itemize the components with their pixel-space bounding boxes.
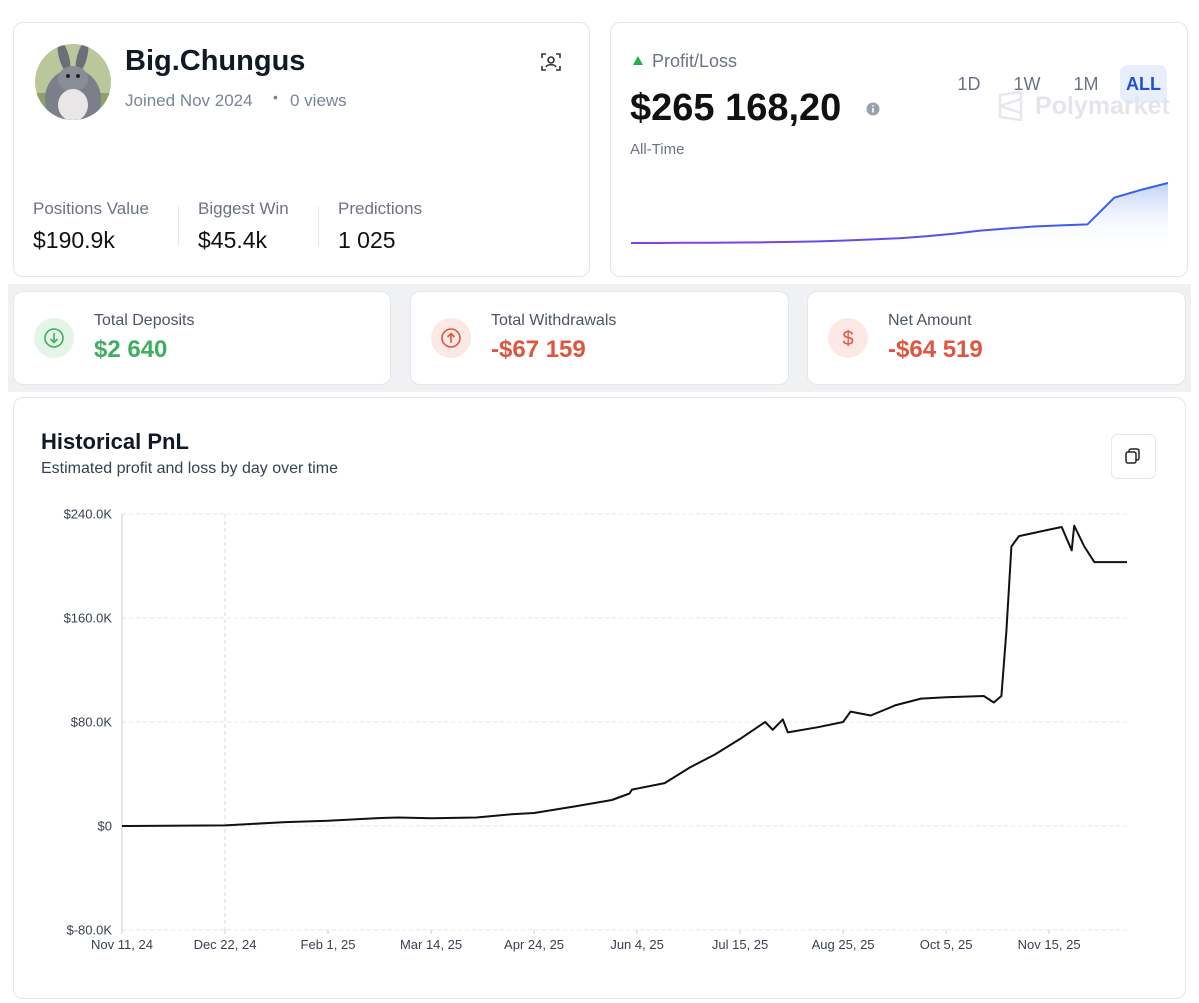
x-tick-label: Oct 5, 25 <box>920 937 973 952</box>
bullet: • <box>273 89 278 105</box>
x-tick-label: Apr 24, 25 <box>504 937 564 952</box>
summary-label: Total Withdrawals <box>491 312 617 329</box>
separator <box>318 206 319 246</box>
x-tick-label: Dec 22, 24 <box>194 937 257 952</box>
scan-button[interactable] <box>540 51 562 73</box>
joined-date: Joined Nov 2024 <box>125 91 253 110</box>
pnl-card: Profit/Loss 1D 1W 1M ALL $265 168,20 All… <box>610 22 1188 277</box>
username: Big.Chungus <box>125 45 306 77</box>
summary-card: Total Deposits $2 640 <box>13 291 391 385</box>
y-tick-label: $0 <box>98 819 112 834</box>
sparkline-area <box>631 183 1168 249</box>
summary-label: Net Amount <box>888 312 972 329</box>
y-tick-label: $160.0K <box>64 611 113 626</box>
chart-card: Historical PnL Estimated profit and loss… <box>13 397 1186 999</box>
stat-value: 1 025 <box>338 227 396 253</box>
y-tick-label: $-80.0K <box>66 923 112 938</box>
stat-value: $190.9k <box>33 227 115 253</box>
x-tick-label: Jul 15, 25 <box>712 937 768 952</box>
y-tick-label: $240.0K <box>64 507 113 522</box>
period-button[interactable]: 1M <box>1073 74 1099 94</box>
x-tick-label: Aug 25, 25 <box>812 937 875 952</box>
stat-label: Predictions <box>338 199 423 218</box>
pnl-amount: $265 168,20 <box>630 87 842 129</box>
up-triangle <box>633 56 643 65</box>
x-tick-label: Feb 1, 25 <box>301 937 356 952</box>
period-label: All-Time <box>630 141 685 158</box>
x-tick-label: Mar 14, 25 <box>400 937 462 952</box>
summary-label: Total Deposits <box>94 312 195 329</box>
chart-title: Historical PnL <box>41 429 189 454</box>
view-count: 0 views <box>290 91 347 110</box>
pnl-line <box>121 524 1127 827</box>
period-button[interactable]: ALL <box>1120 65 1167 103</box>
summary-value: $2 640 <box>94 336 168 363</box>
brand-name: Polymarket <box>1035 92 1170 120</box>
chart-subtitle: Estimated profit and loss by day over ti… <box>41 460 339 477</box>
separator <box>178 206 179 246</box>
net-icon: $ <box>828 318 868 358</box>
x-tick-label: Jun 4, 25 <box>610 937 664 952</box>
sparkline <box>631 182 1169 244</box>
sparkline-chart <box>631 182 1169 249</box>
summary-card: Total Withdrawals -$67 159 <box>410 291 789 385</box>
pnl-label: Profit/Loss <box>652 51 738 71</box>
stat-label: Biggest Win <box>198 199 289 218</box>
deposit-icon <box>34 318 74 358</box>
x-tick-label: Nov 11, 24 <box>91 937 153 952</box>
profile-card: Big.Chungus Joined Nov 2024 • 0 views Po… <box>13 22 590 277</box>
y-tick-label: $80.0K <box>71 715 113 730</box>
summary-value: -$67 159 <box>491 336 586 363</box>
info-icon <box>866 102 880 116</box>
summary-card: $ Net Amount -$64 519 <box>807 291 1186 385</box>
period-button[interactable]: 1D <box>957 74 981 94</box>
brand-logo <box>998 91 1023 121</box>
stat-value: $45.4k <box>198 227 268 253</box>
avatar <box>35 44 111 120</box>
withdrawal-icon <box>431 318 471 358</box>
period-button[interactable]: 1W <box>1013 74 1041 94</box>
svg-text:$: $ <box>842 328 853 350</box>
summary-value: -$64 519 <box>888 336 983 363</box>
stat-label: Positions Value <box>33 199 149 218</box>
x-tick-label: Nov 15, 25 <box>1018 937 1081 952</box>
copy-button[interactable] <box>1111 434 1156 479</box>
